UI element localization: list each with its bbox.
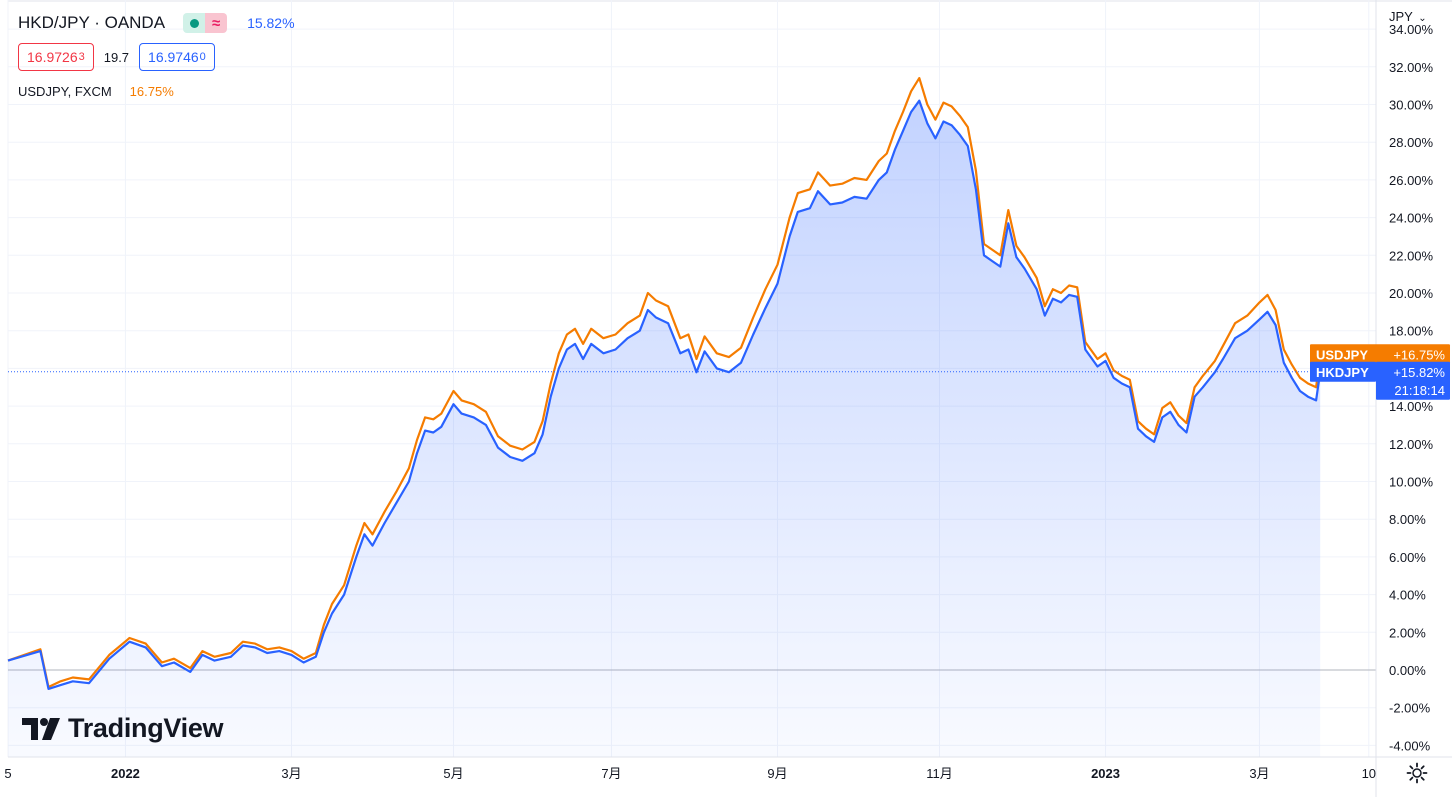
hkdjpy-tag-name: HKDJPY <box>1316 365 1369 380</box>
spread-value: 19.7 <box>103 49 130 65</box>
bar-countdown: 21:18:14 <box>1394 383 1445 398</box>
logo-text: TradingView <box>68 713 224 743</box>
hkdjpy-tag-value: +15.82% <box>1393 365 1445 380</box>
x-tick-label: 3月 <box>1249 766 1269 781</box>
y-tick-label: 22.00% <box>1389 248 1434 263</box>
chevron-down-icon: ⌄ <box>1418 13 1427 24</box>
hkdjpy-line <box>7 99 1322 691</box>
y-tick-label: 0.00% <box>1389 663 1426 678</box>
y-tick-label: 10.00% <box>1389 475 1434 490</box>
currency-selector[interactable]: JPY ⌄ <box>1389 9 1427 24</box>
hkdjpy-area <box>8 100 1321 757</box>
compare-symbol[interactable]: USDJPY, FXCM <box>18 84 112 99</box>
y-tick-label: -4.00% <box>1389 738 1431 753</box>
y-tick-label: 20.00% <box>1389 286 1434 301</box>
hkdjpy-name-tag <box>1310 361 1376 382</box>
y-tick-label: 12.00% <box>1389 437 1434 452</box>
y-tick-label: 18.00% <box>1389 324 1434 339</box>
bid-pipette: 3 <box>78 51 85 63</box>
x-tick-label: 5 <box>4 766 11 781</box>
usdjpy-tag-name: USDJPY <box>1316 347 1368 362</box>
usdjpy-tag-value: +16.75% <box>1393 347 1445 362</box>
y-tick-label: 14.00% <box>1389 399 1434 414</box>
usdjpy-line <box>7 76 1322 689</box>
series-lines-layer <box>7 76 1376 691</box>
y-tick-label: 8.00% <box>1389 512 1426 527</box>
y-tick-label: 2.00% <box>1389 625 1426 640</box>
bid-price: 16.9726 <box>27 49 78 65</box>
y-tick-label: 6.00% <box>1389 550 1426 565</box>
x-tick-label: 7月 <box>601 766 621 781</box>
area-fill-layer <box>8 100 1321 757</box>
y-tick-label: 26.00% <box>1389 173 1434 188</box>
usdjpy-price-tag <box>1310 344 1450 365</box>
y-tick-label: 30.00% <box>1389 98 1434 113</box>
y-tick-label: -2.00% <box>1389 701 1431 716</box>
buy-price-button[interactable]: 16.97460 <box>139 43 215 71</box>
x-tick-label: 2023 <box>1091 766 1120 781</box>
y-tick-label: 28.00% <box>1389 135 1434 150</box>
axis-layer: -4.00% -2.00% 0.00% 2.00% 4.00% 6.00% 8.00% 10.… <box>4 0 1452 797</box>
gear-icon[interactable] <box>1406 762 1428 784</box>
x-tick-label: 9月 <box>767 766 787 781</box>
market-open-icon <box>183 13 206 33</box>
delayed-data-icon: ≈ <box>205 13 228 33</box>
market-status-badge[interactable]: ≈ <box>183 13 228 33</box>
chart-legend: HKD/JPY · OANDA ≈ 15.82% 16.97263 19.7 1… <box>18 10 295 99</box>
currency-code: JPY <box>1389 9 1413 24</box>
compare-series-change: 16.75% <box>129 84 174 99</box>
ask-price: 16.9746 <box>148 49 199 65</box>
y-tick-label: 4.00% <box>1389 588 1426 603</box>
x-tick-label: 3月 <box>281 766 301 781</box>
x-tick-label: 10 <box>1362 766 1376 781</box>
tradingview-logo-icon <box>22 717 60 740</box>
y-tick-label: 32.00% <box>1389 60 1434 75</box>
symbol-title[interactable]: HKD/JPY · OANDA <box>18 13 166 32</box>
sell-price-button[interactable]: 16.97263 <box>18 43 94 71</box>
y-tick-label: 24.00% <box>1389 211 1434 226</box>
price-labels-layer: USDJPY +16.75% HKDJPY +15.82% 21:18:14 <box>1310 344 1450 400</box>
x-tick-label: 5月 <box>443 766 463 781</box>
y-tick-label: 34.00% <box>1389 22 1434 37</box>
main-series-change: 15.82% <box>247 15 295 31</box>
ask-pipette: 0 <box>199 51 206 63</box>
x-tick-label: 2022 <box>111 766 140 781</box>
x-tick-label: 11月 <box>926 766 953 781</box>
tradingview-logo[interactable]: TradingView <box>22 713 224 744</box>
hkdjpy-price-tag <box>1376 361 1450 400</box>
